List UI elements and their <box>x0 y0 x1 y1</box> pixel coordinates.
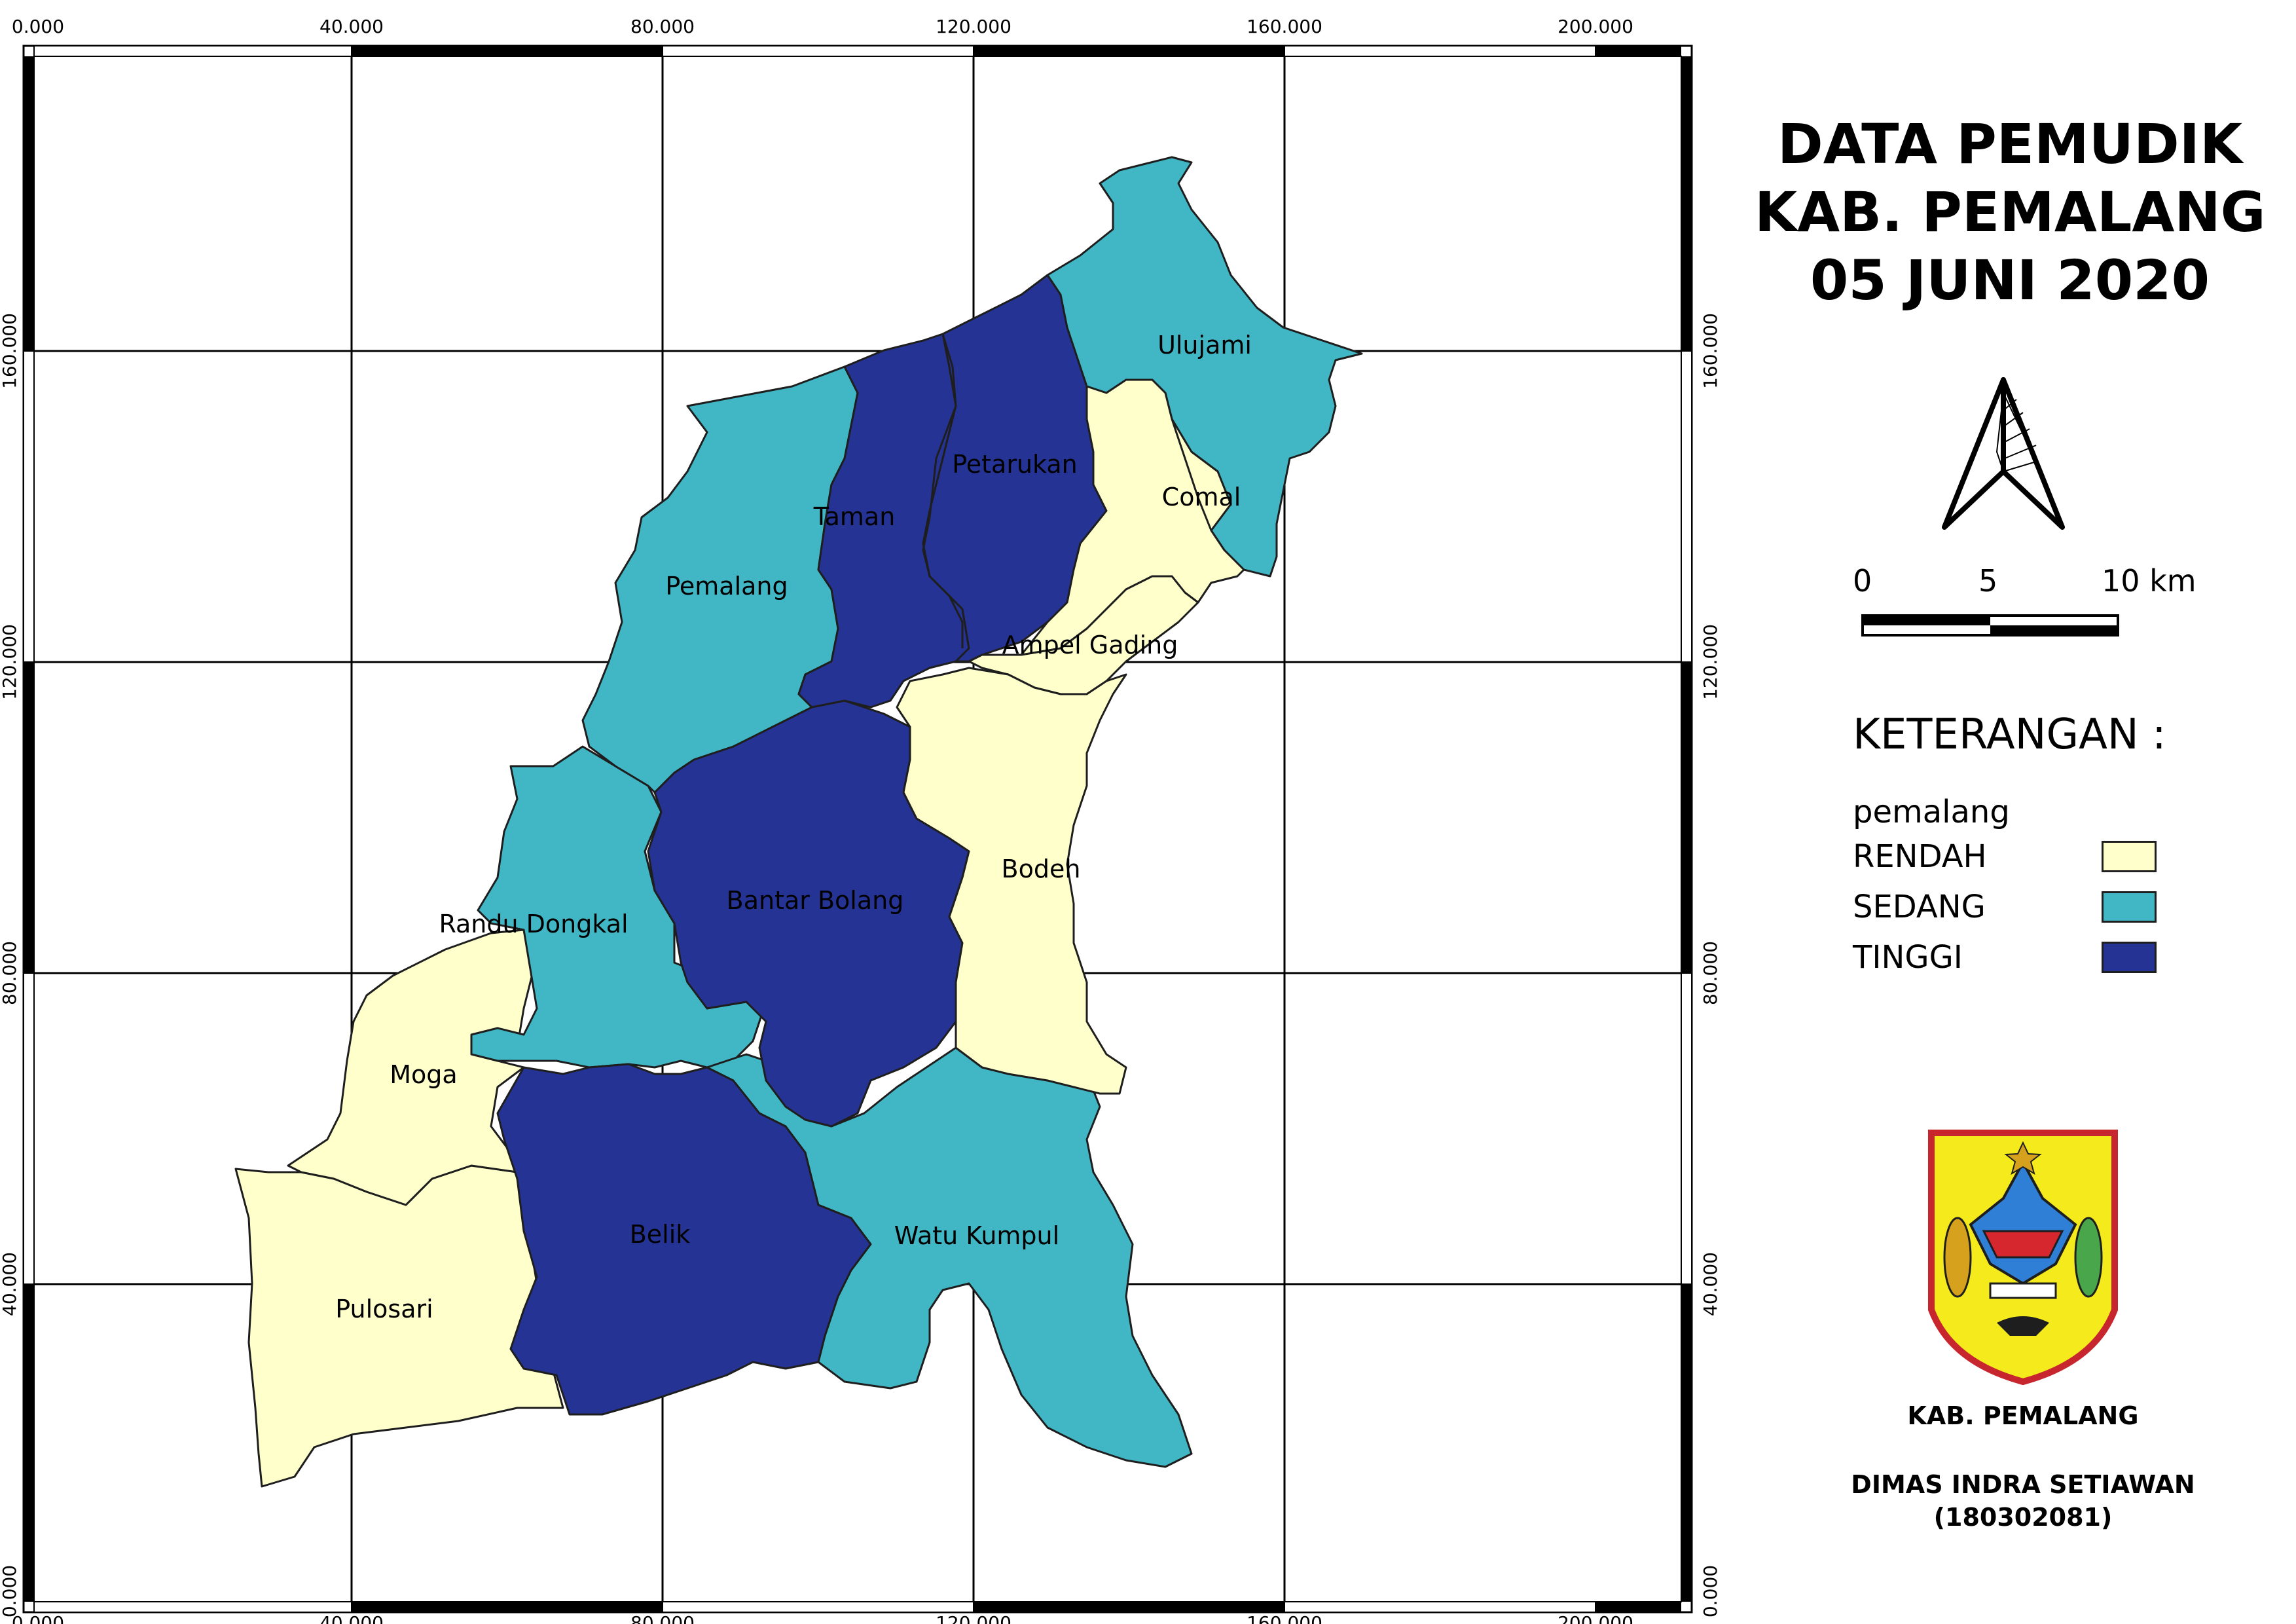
y-label-right-4: 160.000 <box>1700 313 1721 389</box>
y-label-right-1: 40.000 <box>1700 1252 1721 1316</box>
label-watu-kumpul: Watu Kumpul <box>894 1221 1059 1250</box>
x-label-top-1: 40.000 <box>319 16 384 37</box>
legend-swatch-rendah <box>2102 841 2157 872</box>
x-label-top-4: 160.000 <box>1247 16 1322 37</box>
label-comal: Comal <box>1162 483 1241 511</box>
grid-labels: 0.000 40.000 80.000 120.000 160.000 200.… <box>0 16 1721 1624</box>
label-pulosari: Pulosari <box>335 1295 433 1323</box>
legend-swatch-tinggi <box>2102 942 2157 973</box>
x-label-top-0: 0.000 <box>12 16 64 37</box>
y-label-left-3: 120.000 <box>0 624 20 700</box>
label-petarukan: Petarukan <box>952 450 1078 479</box>
label-ulujami: Ulujami <box>1157 331 1252 360</box>
region-moga[interactable] <box>287 929 535 1206</box>
north-arrow-icon <box>1942 377 2065 530</box>
x-label-top-5: 200.000 <box>1558 16 1633 37</box>
map-frame <box>22 45 1693 1614</box>
y-label-left-4: 160.000 <box>0 313 20 389</box>
map-title-line-1: DATA PEMUDIK <box>1777 112 2243 176</box>
x-label-top-2: 80.000 <box>630 16 695 37</box>
legend-item-sedang: SEDANG <box>1853 889 2167 925</box>
scale-bar <box>1861 614 2119 637</box>
districts <box>234 156 1363 1488</box>
emblem-caption: KAB. PEMALANG <box>1907 1401 2139 1430</box>
legend-item-tinggi: TINGGI <box>1853 939 2167 976</box>
legend-item-rendah: RENDAH <box>1853 838 2167 875</box>
y-label-left-2: 80.000 <box>0 941 20 1005</box>
x-label-bottom-3: 120.000 <box>936 1612 1011 1624</box>
scale-label-5: 5 <box>1978 563 1998 599</box>
x-label-bottom-1: 40.000 <box>319 1612 384 1624</box>
label-randu-dongkal: Randu Dongkal <box>439 910 628 938</box>
map-title-line-2: KAB. PEMALANG <box>1755 180 2266 244</box>
label-pemalang: Pemalang <box>665 572 788 600</box>
region-bodeh[interactable] <box>896 667 1127 1095</box>
x-label-bottom-0: 0.000 <box>12 1612 64 1624</box>
label-taman: Taman <box>813 502 896 531</box>
region-bantar-bolang[interactable] <box>647 699 970 1128</box>
map-title-line-3: 05 JUNI 2020 <box>1810 248 2210 312</box>
legend-swatch-sedang <box>2102 891 2157 923</box>
y-label-left-0: 0.000 <box>0 1565 20 1617</box>
scale-label-10: 10 km <box>2102 563 2196 599</box>
x-label-bottom-5: 200.000 <box>1558 1612 1633 1624</box>
x-label-bottom-2: 80.000 <box>630 1612 695 1624</box>
y-label-right-0: 0.000 <box>1700 1565 1721 1617</box>
legend-label-tinggi: TINGGI <box>1853 939 1963 976</box>
y-label-right-2: 80.000 <box>1700 941 1721 1005</box>
legend-layer-name: pemalang <box>1853 794 2010 830</box>
author-id: (180302081) <box>1933 1503 2113 1532</box>
legend-label-rendah: RENDAH <box>1853 838 1987 875</box>
y-label-right-3: 120.000 <box>1700 624 1721 700</box>
legend-label-sedang: SEDANG <box>1853 889 1986 925</box>
label-moga: Moga <box>390 1060 457 1089</box>
region-pulosari[interactable] <box>234 1164 564 1488</box>
x-label-top-3: 120.000 <box>936 16 1011 37</box>
region-labels: Ulujami Petarukan Comal Taman Pemalang A… <box>335 331 1252 1323</box>
label-ampel-gading: Ampel Gading <box>1002 631 1178 659</box>
label-belik: Belik <box>630 1220 691 1249</box>
map-title: DATA PEMUDIK KAB. PEMALANG 05 JUNI 2020 <box>1755 110 2266 314</box>
region-boundaries <box>922 333 1212 648</box>
legend-heading: KETERANGAN : <box>1853 710 2166 759</box>
pemalang-emblem-icon <box>1928 1130 2118 1386</box>
label-bodeh: Bodeh <box>1002 855 1081 883</box>
author-name: DIMAS INDRA SETIAWAN <box>1851 1470 2195 1499</box>
y-label-left-1: 40.000 <box>0 1252 20 1316</box>
label-bantar-bolang: Bantar Bolang <box>727 886 904 915</box>
x-label-bottom-4: 160.000 <box>1247 1612 1322 1624</box>
scale-label-0: 0 <box>1853 563 1872 599</box>
